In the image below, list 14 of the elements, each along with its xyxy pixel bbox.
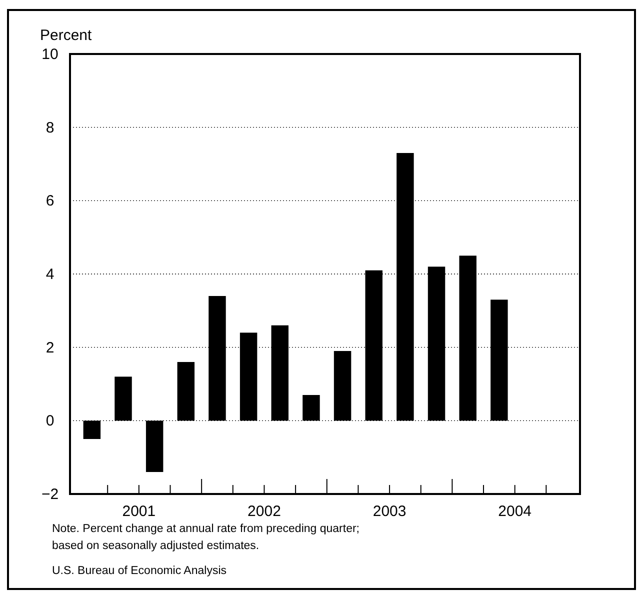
text: Note. Percent change at annual rate from preceding quarter; based on seasonally adjusted estimates. [52,523,360,552]
text: U.S. Bureau of Economic Analysis [52,565,227,577]
x-tick-label: 2001 [122,503,156,520]
y-tick-label: 2 [46,339,54,356]
y-tick-label: 10 [42,46,58,63]
y-tick-label: 6 [46,192,54,210]
x-tick-label: 2003 [372,503,406,520]
y-axis-title: Percent [40,27,93,44]
x-tick-label: 2002 [248,503,281,520]
y-tick-label: 4 [46,266,54,283]
x-tick-label: 2004 [498,503,532,520]
y-tick-label: 0 [46,412,54,430]
y-tick-label: −2 [41,486,59,503]
y-tick-label: 8 [46,119,54,136]
